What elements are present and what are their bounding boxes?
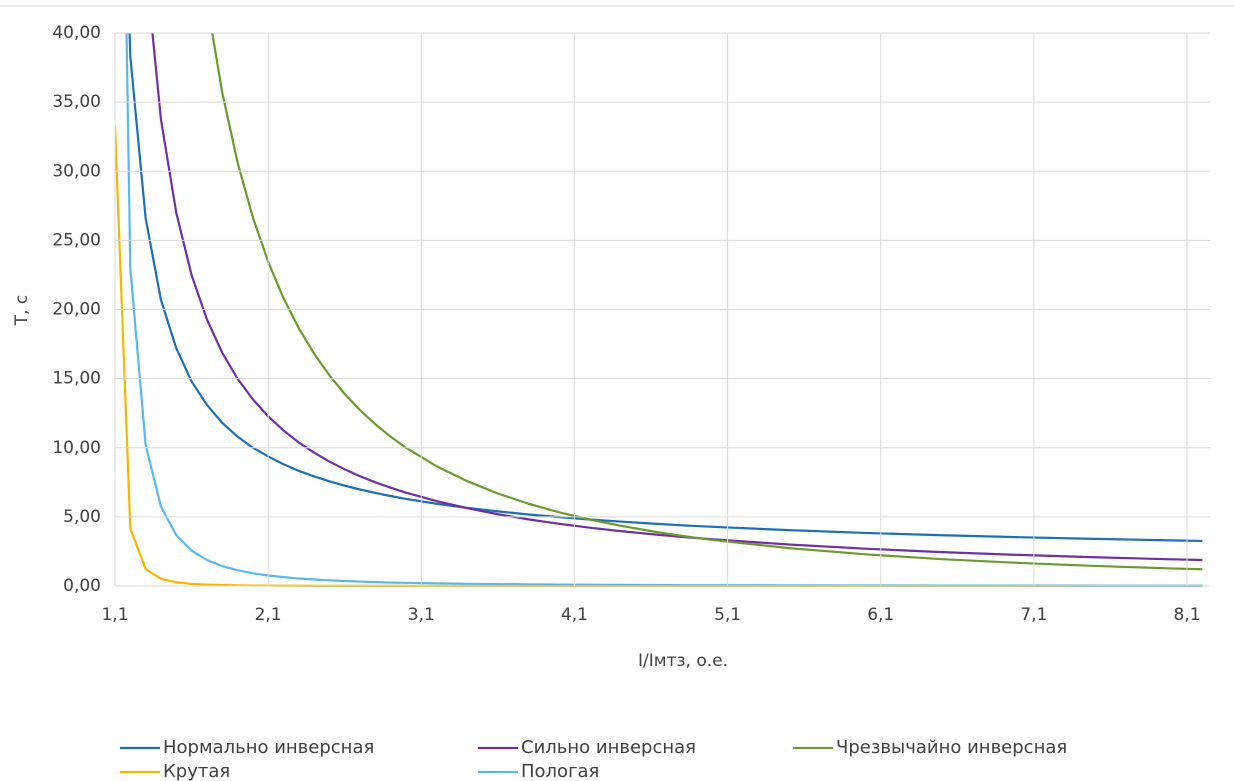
y-tick-label: 40,00	[52, 23, 101, 43]
x-tick-label: 6,1	[867, 605, 894, 625]
y-tick-label: 15,00	[52, 369, 101, 389]
y-tick-label: 5,00	[63, 507, 101, 527]
legend-label: Пологая	[521, 761, 599, 781]
y-tick-label: 35,00	[52, 92, 101, 112]
series-line	[211, 33, 1203, 571]
x-tick-label: 3,1	[408, 605, 435, 625]
series-line	[128, 33, 1203, 543]
series-line	[125, 33, 1203, 587]
legend-label: Чрезвычайно инверсная	[836, 737, 1067, 758]
series-line	[151, 33, 1203, 562]
x-tick-label: 5,1	[714, 605, 741, 625]
y-tick-label: 30,00	[52, 161, 101, 181]
x-tick-label: 8,1	[1174, 605, 1201, 625]
legend-label: Крутая	[163, 761, 230, 781]
x-tick-label: 1,1	[101, 605, 128, 625]
x-tick-label: 7,1	[1020, 605, 1047, 625]
x-tick-label: 4,1	[561, 605, 588, 625]
legend-label: Нормально инверсная	[163, 737, 374, 758]
x-axis-label: I/Iмтз, о.е.	[638, 651, 728, 671]
y-axis-label: T, с	[12, 295, 32, 327]
y-tick-label: 20,00	[52, 300, 101, 320]
legend-label: Сильно инверсная	[521, 737, 696, 758]
y-tick-label: 0,00	[63, 576, 101, 596]
x-tick-label: 2,1	[255, 605, 282, 625]
y-tick-label: 25,00	[52, 230, 101, 250]
y-tick-label: 10,00	[52, 438, 101, 458]
